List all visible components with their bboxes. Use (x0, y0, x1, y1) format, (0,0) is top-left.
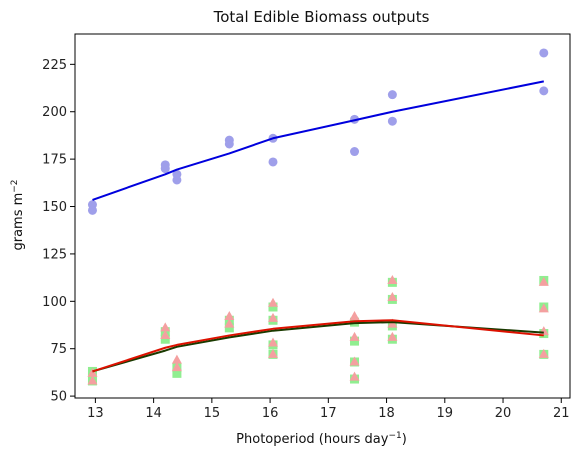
x-tick-label: 14 (145, 406, 162, 421)
x-tick-label: 18 (378, 406, 395, 421)
data-point-triangle (224, 310, 235, 320)
data-point-square (350, 336, 360, 346)
data-point-triangle (538, 303, 549, 313)
data-point-circle (539, 86, 549, 96)
x-tick-label: 21 (553, 406, 570, 421)
data-point-triangle (171, 362, 182, 372)
fit-line (92, 321, 544, 373)
chart-title: Total Edible Biomass outputs (213, 8, 430, 26)
data-point-triangle (349, 356, 360, 366)
data-point-triangle (87, 367, 98, 377)
data-point-circle (87, 205, 97, 215)
data-point-circle (172, 175, 182, 185)
y-axis-label: grams m−2 (10, 179, 26, 250)
y-tick-label: 150 (42, 200, 67, 215)
data-point-triangle (268, 297, 278, 307)
x-tick-label: 13 (87, 406, 104, 421)
y-tick-label: 200 (42, 105, 67, 120)
y-tick-label: 100 (42, 295, 67, 310)
x-tick-label: 17 (320, 406, 337, 421)
data-point-triangle (268, 312, 278, 322)
data-point-circle (539, 48, 549, 58)
x-tick-label: 15 (204, 406, 221, 421)
plot-frame (74, 33, 571, 399)
y-tick-label: 175 (42, 153, 67, 168)
data-point-circle (224, 139, 234, 149)
data-point-triangle (160, 322, 171, 332)
data-point-square (172, 368, 182, 378)
data-point-triangle (268, 337, 278, 347)
data-point-triangle (160, 329, 171, 339)
data-point-triangle (538, 348, 549, 358)
axes: 13 14 15 16 17 18 19 20 21 50 75 100 125 150 175 200 225 (42, 33, 571, 421)
data-point-triangle (87, 375, 98, 385)
data-point-circle (350, 147, 360, 157)
data-point-triangle (349, 331, 360, 341)
y-tick-label: 50 (50, 390, 67, 405)
y-tick-label: 75 (50, 342, 67, 357)
data-point-triangle (349, 310, 360, 320)
x-tick-label: 19 (437, 406, 454, 421)
y-tick-label: 125 (42, 247, 67, 262)
data-point-square (224, 323, 234, 333)
data-point-triangle (171, 354, 182, 364)
data-point-triangle (387, 274, 398, 284)
data-point-square (268, 302, 278, 312)
y-tick-label: 225 (42, 58, 67, 73)
data-point-triangle (538, 276, 549, 286)
x-tick-label: 16 (262, 406, 279, 421)
fit-line (92, 319, 544, 373)
data-point-circle (160, 164, 170, 174)
x-tick-label: 20 (495, 406, 512, 421)
fit-line (92, 80, 544, 201)
data-point-square (160, 334, 170, 344)
data-point-triangle (224, 318, 235, 328)
data-point-triangle (387, 292, 398, 302)
x-axis-label: Photoperiod (hours day−1) (236, 431, 407, 447)
data-point-circle (387, 90, 397, 100)
data-point-triangle (349, 371, 360, 381)
data-point-circle (268, 157, 278, 167)
data-point-triangle (387, 331, 398, 341)
data-point-circle (387, 116, 397, 126)
plot-area (87, 48, 549, 386)
data-point-triangle (268, 348, 278, 358)
